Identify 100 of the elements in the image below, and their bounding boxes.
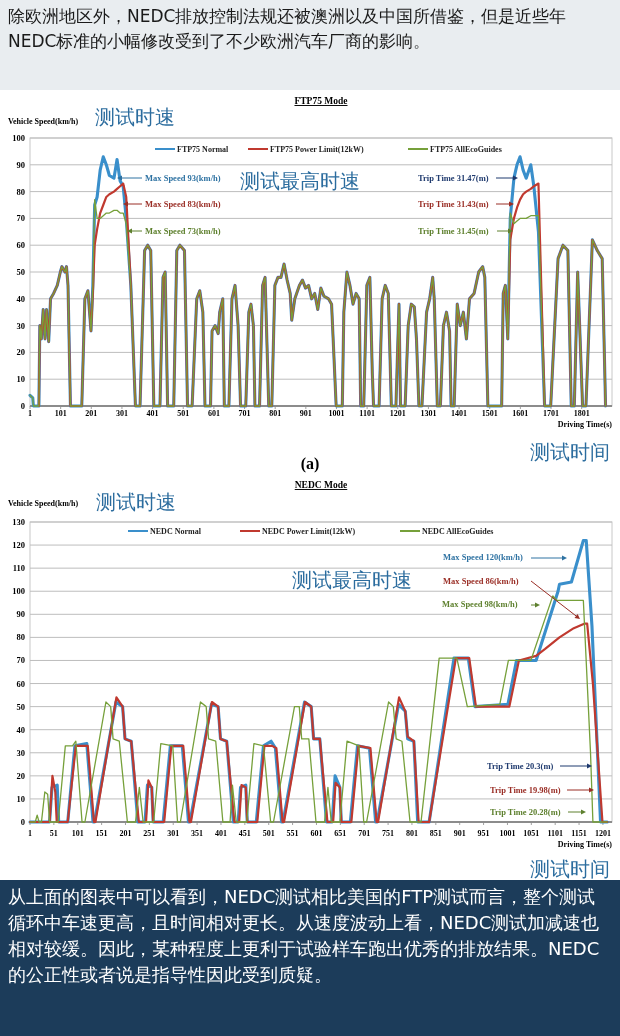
x-tick-label: 101 [54, 409, 67, 418]
y-axis-title: Vehicle Speed(km/h) [8, 117, 79, 126]
y-tick-label: 100 [12, 133, 25, 143]
annotation: Trip Time 19.98(m) [490, 785, 561, 795]
y-tick-label: 130 [12, 517, 25, 527]
annotation: 测试最高时速 [240, 169, 360, 193]
legend-label: NEDC Power Limit(12kW) [262, 527, 356, 536]
y-tick-label: 80 [16, 632, 25, 643]
y-tick-label: 0 [20, 817, 25, 827]
x-tick-label: 1201 [389, 409, 406, 418]
y-tick-label: 90 [16, 159, 25, 170]
y-tick-label: 30 [16, 747, 25, 758]
text: 测试时间 [530, 857, 610, 881]
x-tick-label: 701 [358, 829, 371, 838]
annotation: Trip Time 31.47(m) [418, 173, 489, 183]
annotation: 测试最高时速 [292, 568, 412, 592]
x-tick-label: 401 [214, 829, 227, 838]
annotation: Trip Time 20.3(m) [487, 761, 554, 771]
legend-label: FTP75 Normal [177, 145, 230, 154]
y-tick-label: 70 [16, 655, 25, 666]
x-tick-label: 301 [115, 409, 128, 418]
text: 测试时速 [95, 105, 175, 129]
y-tick-label: 10 [16, 374, 25, 385]
y-tick-label: 40 [16, 724, 25, 735]
x-tick-label: 501 [177, 409, 190, 418]
x-tick-label: 801 [269, 409, 282, 418]
y-tick-label: 20 [16, 347, 25, 358]
legend-label: NEDC AllEcoGuides [422, 527, 494, 536]
x-tick-label: 801 [405, 829, 418, 838]
annotation: Max Speed 93(km/h) [145, 173, 221, 183]
x-tick-label: 1201 [594, 829, 611, 838]
x-tick-label: 401 [146, 409, 159, 418]
x-tick-label: 1301 [420, 409, 437, 418]
x-tick-label: 601 [310, 829, 323, 838]
x-tick-label: 1101 [547, 829, 563, 838]
annotation: Max Speed 86(km/h) [443, 576, 519, 586]
y-tick-label: 90 [16, 609, 25, 620]
x-tick-label: 951 [477, 829, 490, 838]
y-tick-label: 40 [16, 293, 25, 304]
y-tick-label: 50 [16, 267, 25, 277]
x-tick-label: 1051 [523, 829, 540, 838]
legend-label: FTP75 AllEcoGuides [430, 145, 502, 154]
x-tick-label: 1 [28, 829, 32, 838]
annotation: Max Speed 83(km/h) [145, 199, 221, 209]
y-tick-label: 70 [16, 213, 25, 224]
y-tick-label: 10 [16, 793, 25, 804]
x-tick-label: 251 [143, 829, 156, 838]
annotation: Trip Time 31.45(m) [418, 226, 489, 236]
y-tick-label: 60 [16, 240, 25, 251]
text: 测试时间 [530, 440, 610, 464]
y-tick-label: 120 [12, 540, 25, 551]
y-tick-label: 80 [16, 186, 25, 197]
legend-label: NEDC Normal [150, 527, 202, 536]
y-tick-label: 110 [12, 563, 25, 574]
x-tick-label: 101 [71, 829, 84, 838]
annotation: Max Speed 73(km/h) [145, 226, 221, 236]
x-tick-label: 351 [191, 829, 204, 838]
x-tick-label: 601 [207, 409, 220, 418]
x-tick-label: 901 [299, 409, 312, 418]
y-axis-title: Vehicle Speed(km/h) [8, 499, 79, 508]
x-tick-label: 151 [95, 829, 108, 838]
annotation: Trip Time 20.28(m) [490, 807, 561, 817]
chart-title: NEDC Mode [294, 480, 348, 490]
text: (a) [300, 455, 320, 473]
x-tick-label: 1151 [571, 829, 587, 838]
x-tick-label: 1001 [499, 829, 516, 838]
x-tick-label: 451 [238, 829, 251, 838]
x-tick-label: 651 [334, 829, 347, 838]
x-tick-label: 551 [286, 829, 299, 838]
annotation: Trip Time 31.43(m) [418, 199, 489, 209]
text: 从上面的图表中可以看到，NEDC测试相比美国的FTP测试而言，整个测试循环中车速更高，且时间相对更长。从速度波动上看，NEDC测试加减速也相对较缓。因此，某种程度上更利于试验样车跑出优秀的排放结果。NEDC的公正性或者说是指导性因此受到质疑。 [0, 880, 620, 1036]
y-tick-label: 20 [16, 770, 25, 781]
x-tick-label: 851 [429, 829, 442, 838]
y-tick-label: 100 [12, 586, 25, 597]
y-tick-label: 50 [16, 701, 25, 712]
x-axis-title: Driving Time(s) [557, 420, 613, 429]
x-tick-label: 1401 [451, 409, 468, 418]
x-tick-label: 1001 [328, 409, 345, 418]
x-tick-label: 901 [453, 829, 466, 838]
x-tick-label: 751 [382, 829, 395, 838]
chart-title: FTP75 Mode [294, 96, 348, 106]
text: 测试时速 [96, 490, 176, 514]
legend-label: FTP75 Power Limit(12kW) [270, 145, 364, 154]
x-tick-label: 1601 [512, 409, 529, 418]
y-tick-label: 0 [20, 401, 25, 411]
y-tick-label: 30 [16, 320, 25, 331]
x-tick-label: 201 [85, 409, 98, 418]
text: 除欧洲地区外，NEDC排放控制法规还被澳洲以及中国所借鉴，但是近些年NEDC标准的小幅修改受到了不少欧洲汽车厂商的影响。 [0, 0, 620, 90]
x-tick-label: 1801 [573, 409, 590, 418]
x-tick-label: 201 [119, 829, 132, 838]
x-tick-label: 1101 [359, 409, 375, 418]
x-tick-label: 1501 [481, 409, 498, 418]
x-tick-label: 701 [238, 409, 251, 418]
x-axis-title: Driving Time(s) [557, 840, 613, 849]
annotation: Max Speed 120(km/h) [443, 552, 523, 562]
x-tick-label: 501 [262, 829, 275, 838]
x-tick-label: 1701 [543, 409, 560, 418]
x-tick-label: 301 [167, 829, 180, 838]
x-tick-label: 51 [49, 829, 58, 838]
x-tick-label: 1 [28, 409, 32, 418]
